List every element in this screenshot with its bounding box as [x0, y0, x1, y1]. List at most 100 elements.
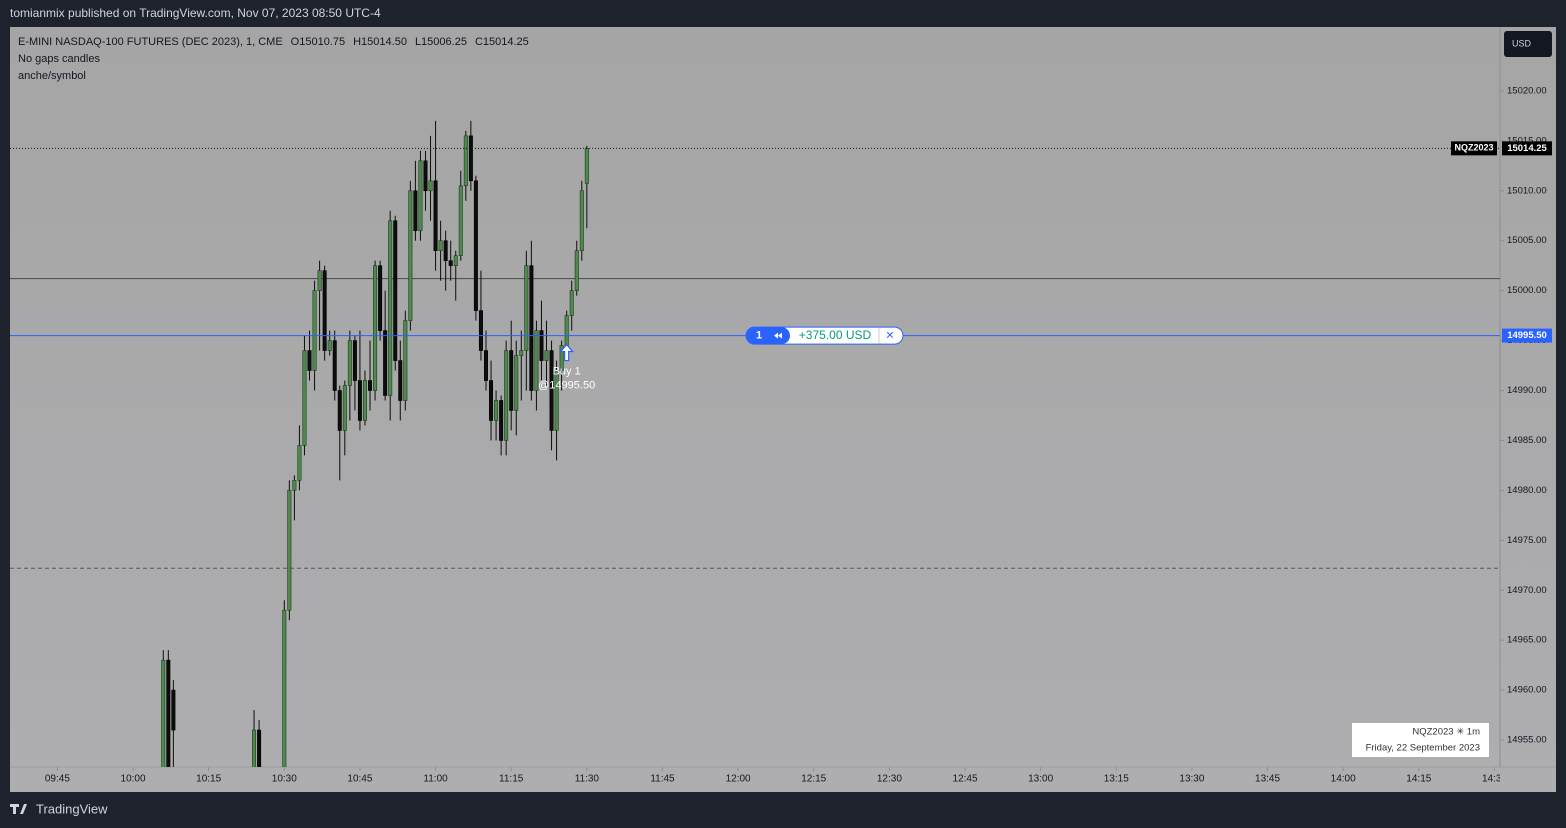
- x-tick-label: 10:15: [196, 774, 221, 785]
- y-tick-label: 14965.00: [1507, 635, 1547, 646]
- candle-body: [519, 350, 524, 356]
- x-tick-label: 13:30: [1179, 774, 1204, 785]
- candle-body: [161, 659, 166, 767]
- chart-panel: [10, 27, 1556, 792]
- candle-body: [453, 255, 458, 266]
- candle-body: [463, 135, 468, 187]
- candle-body: [317, 270, 322, 291]
- candle-body: [408, 190, 413, 321]
- candle-body: [383, 330, 388, 396]
- candle-body: [352, 340, 357, 381]
- overlay: E-MINI NASDAQ-100 FUTURES (DEC 2023), 1,…: [18, 31, 1552, 757]
- candle-body: [297, 445, 302, 481]
- candle-body: [584, 148, 589, 184]
- ohlc-value: C15014.25: [475, 36, 529, 48]
- x-tick-label: 12:00: [726, 774, 751, 785]
- candle-body: [312, 290, 317, 371]
- candle-body: [257, 729, 262, 767]
- buy-price: @14995.50: [538, 379, 595, 391]
- candle-body: [418, 160, 423, 232]
- position-qty[interactable]: 1: [756, 329, 762, 341]
- x-tick-label: 12:30: [877, 774, 902, 785]
- candle-body: [337, 390, 342, 431]
- candle-body: [559, 345, 564, 371]
- candle-body: [489, 380, 494, 421]
- time-axis: 09:45 10:00 10:15 10:30 10:45 11:00 11:15 11:30…: [45, 767, 1500, 785]
- candle-body: [327, 340, 332, 351]
- candle-body: [483, 350, 488, 381]
- candle-body: [549, 350, 554, 431]
- indicator-label: anche/symbol: [18, 70, 86, 82]
- symbol-tag: [1451, 141, 1497, 156]
- currency-label[interactable]: USD: [1512, 38, 1532, 48]
- position-qty-box[interactable]: [746, 327, 790, 345]
- ohlc-value: O15010.75: [291, 36, 345, 48]
- candle-body: [458, 185, 463, 256]
- y-tick-label: 14975.00: [1507, 535, 1547, 546]
- info-line-2: Friday, 22 September 2023: [1366, 743, 1480, 754]
- plot-area: [10, 120, 1500, 767]
- candle-body: [448, 260, 453, 266]
- candle-body: [388, 220, 393, 396]
- y-tick-label: 14955.00: [1507, 735, 1547, 746]
- x-tick-label: 10:45: [347, 774, 372, 785]
- ohlc-value: L15006.25: [415, 36, 467, 48]
- candle-body: [438, 240, 443, 251]
- candle-body: [322, 270, 327, 351]
- candle-body: [252, 729, 257, 767]
- reverse-icon[interactable]: [774, 332, 782, 339]
- x-tick-label: 12:45: [952, 774, 977, 785]
- candle-body: [282, 609, 287, 767]
- x-tick-label: 11:30: [575, 774, 600, 785]
- y-tick-label: 15015.00: [1507, 135, 1547, 146]
- last-price-tag: [1502, 141, 1552, 156]
- candle-body: [539, 330, 544, 361]
- candle-body: [509, 350, 514, 411]
- symbol-title: E-MINI NASDAQ-100 FUTURES (DEC 2023), 1,…: [18, 36, 283, 48]
- position-price-tag: [1502, 328, 1552, 343]
- candle-body: [347, 340, 352, 386]
- indicator-label: No gaps candles: [18, 53, 100, 65]
- x-tick-label: 11:00: [423, 774, 448, 785]
- candle-body: [579, 190, 584, 251]
- candle-body: [544, 350, 549, 361]
- y-tick-label: 15020.00: [1507, 85, 1547, 96]
- info-box: [1352, 723, 1489, 757]
- x-tick-label: 13:45: [1255, 774, 1280, 785]
- candle-body: [473, 180, 478, 311]
- x-tick-label: 14:15: [1406, 774, 1431, 785]
- brand-logo: [10, 804, 27, 814]
- candle-body: [302, 350, 307, 446]
- candle-body: [478, 310, 483, 351]
- position-pnl: +375.00 USD: [799, 328, 872, 342]
- info-line-1: NQZ2023 ✳ 1m: [1412, 727, 1480, 738]
- published-by: tomianmix published on TradingView.com, …: [10, 6, 381, 20]
- y-tick-label: 15000.00: [1507, 285, 1547, 296]
- x-tick-label: 13:00: [1028, 774, 1053, 785]
- candle-body: [574, 250, 579, 291]
- candle-body: [494, 400, 499, 421]
- x-tick-label: 11:45: [650, 774, 675, 785]
- candle-body: [171, 689, 176, 731]
- candle-body: [433, 180, 438, 251]
- candle-body: [287, 490, 292, 611]
- candle-body: [468, 135, 473, 182]
- candle-body: [357, 380, 362, 421]
- candle-body: [362, 380, 367, 421]
- brand: TradingView: [36, 801, 108, 816]
- x-tick-label: 10:00: [121, 774, 146, 785]
- candle-body: [292, 480, 297, 491]
- x-tick-label: 13:15: [1104, 774, 1129, 785]
- currency-button[interactable]: [1504, 31, 1552, 57]
- candle-body: [166, 659, 171, 767]
- candle-body: [403, 320, 408, 401]
- y-tick-label: 15010.00: [1507, 185, 1547, 196]
- candle-body: [332, 340, 337, 391]
- candle-body: [373, 265, 378, 391]
- position-close[interactable]: ×: [886, 326, 894, 342]
- x-tick-label: 14:00: [1331, 774, 1356, 785]
- candle-body: [398, 360, 403, 401]
- candle-body: [378, 265, 383, 331]
